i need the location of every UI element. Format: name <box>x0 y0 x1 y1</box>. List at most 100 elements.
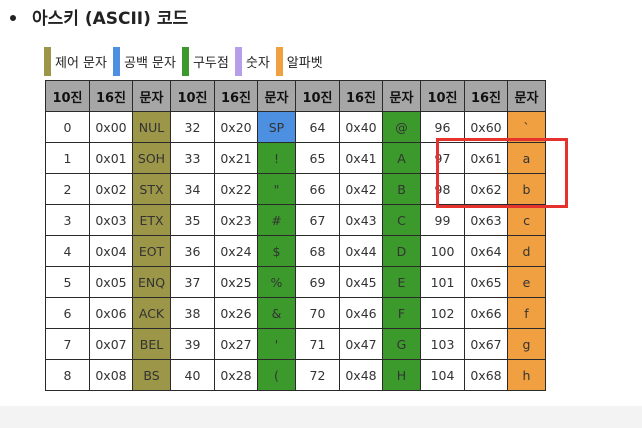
char-cell: g <box>507 328 546 360</box>
char-cell: B <box>382 173 421 205</box>
code-cell: 65 <box>295 142 340 174</box>
char-cell: ACK <box>132 297 171 329</box>
code-cell: 0x28 <box>214 359 258 391</box>
column-header: 16진 <box>214 80 258 112</box>
section-heading: 아스키 (ASCII) 코드 <box>10 4 188 29</box>
table-body: 0 0x00 NUL 32 0x20 SP 64 0x40 @96 0x60 ` 1 0x01 SOH 33… <box>45 111 546 391</box>
legend-label: 제어 문자 <box>55 56 107 71</box>
legend-label: 공백 문자 <box>123 56 176 71</box>
code-cell: 0x24 <box>214 235 258 267</box>
char-cell: ` <box>507 111 546 143</box>
char-cell: d <box>507 235 546 267</box>
code-cell: 6 <box>45 297 90 329</box>
legend-item-control: 제어 문자 <box>44 47 107 76</box>
code-cell: 5 <box>45 266 90 298</box>
code-cell: 64 <box>295 111 340 143</box>
code-cell: 71 <box>295 328 340 360</box>
code-cell: 8 <box>45 359 90 391</box>
char-cell: " <box>257 173 296 205</box>
legend-swatch <box>44 47 51 76</box>
code-cell: 69 <box>295 266 340 298</box>
char-cell: & <box>257 297 296 329</box>
code-cell: 39 <box>170 328 215 360</box>
table-row: 7 0x07 BEL 39 0x27 ' 71 0x47 G 103 0x67 g <box>45 328 546 360</box>
code-cell: 33 <box>170 142 215 174</box>
table-row: 8 0x08 BS 40 0x28(72 0x48 H 104 0x68 h <box>45 359 546 391</box>
table-row: 2 0x02 STX 34 0x22 " 66 0x42 B 98 0x62 b <box>45 173 546 205</box>
char-cell: ( <box>257 359 296 391</box>
code-cell: 38 <box>170 297 215 329</box>
char-cell: EOT <box>132 235 171 267</box>
code-cell: 0x07 <box>89 328 133 360</box>
char-cell: STX <box>132 173 171 205</box>
code-cell: 0x01 <box>89 142 133 174</box>
code-cell: 0x63 <box>464 204 508 236</box>
char-cell: E <box>382 266 421 298</box>
code-cell: 0x60 <box>464 111 508 143</box>
code-cell: 0x08 <box>89 359 133 391</box>
column-header: 10진 <box>295 80 340 112</box>
legend-item-punctuation: 구두점 <box>181 47 229 76</box>
char-cell: H <box>382 359 421 391</box>
code-cell: 72 <box>295 359 340 391</box>
code-cell: 0x06 <box>89 297 133 329</box>
code-cell: 0x45 <box>339 266 383 298</box>
code-cell: 0x65 <box>464 266 508 298</box>
code-cell: 0x04 <box>89 235 133 267</box>
code-cell: 32 <box>170 111 215 143</box>
char-cell: % <box>257 266 296 298</box>
legend-swatch <box>181 47 189 76</box>
legend-item-alphabet: 알파벳 <box>275 47 323 76</box>
column-header: 10진 <box>45 80 90 112</box>
code-cell: 36 <box>170 235 215 267</box>
code-cell: 0x25 <box>214 266 258 298</box>
code-cell: 0x02 <box>89 173 133 205</box>
char-cell: c <box>507 204 546 236</box>
legend-swatch <box>275 47 283 76</box>
code-cell: 0x48 <box>339 359 383 391</box>
code-cell: 68 <box>295 235 340 267</box>
char-cell: G <box>382 328 421 360</box>
code-cell: 0x64 <box>464 235 508 267</box>
char-cell: ENQ <box>132 266 171 298</box>
code-cell: 0x43 <box>339 204 383 236</box>
code-cell: 104 <box>420 359 465 391</box>
char-cell: NUL <box>132 111 171 143</box>
code-cell: 0x47 <box>339 328 383 360</box>
char-cell: f <box>507 297 546 329</box>
legend-swatch <box>234 47 242 76</box>
code-cell: 0x61 <box>464 142 508 174</box>
table-row: 3 0x03 ETX 35 0x23 #67 0x43 C 99 0x63 c <box>45 204 546 236</box>
char-cell: @ <box>382 111 421 143</box>
char-cell: D <box>382 235 421 267</box>
char-cell: F <box>382 297 421 329</box>
code-cell: 0x27 <box>214 328 258 360</box>
code-cell: 67 <box>295 204 340 236</box>
code-cell: 7 <box>45 328 90 360</box>
code-cell: 102 <box>420 297 465 329</box>
char-cell: BS <box>132 359 171 391</box>
column-header: 문자 <box>507 80 546 112</box>
legend-swatch <box>112 47 120 76</box>
code-cell: 70 <box>295 297 340 329</box>
code-cell: 40 <box>170 359 215 391</box>
code-cell: 96 <box>420 111 465 143</box>
column-header: 문자 <box>132 80 171 112</box>
column-header: 문자 <box>382 80 421 112</box>
code-cell: 4 <box>45 235 90 267</box>
table-row: 0 0x00 NUL 32 0x20 SP 64 0x40 @96 0x60 ` <box>45 111 546 143</box>
column-header: 16진 <box>89 80 133 112</box>
legend-label: 숫자 <box>245 56 270 71</box>
code-cell: 2 <box>45 173 90 205</box>
char-cell: SOH <box>132 142 171 174</box>
code-cell: 103 <box>420 328 465 360</box>
char-cell: a <box>507 142 546 174</box>
column-header: 16진 <box>464 80 508 112</box>
legend-item-digit: 숫자 <box>234 47 270 76</box>
code-cell: 0x00 <box>89 111 133 143</box>
legend-label: 알파벳 <box>286 56 323 71</box>
code-cell: 0x21 <box>214 142 258 174</box>
char-cell: h <box>507 359 546 391</box>
code-cell: 0x62 <box>464 173 508 205</box>
